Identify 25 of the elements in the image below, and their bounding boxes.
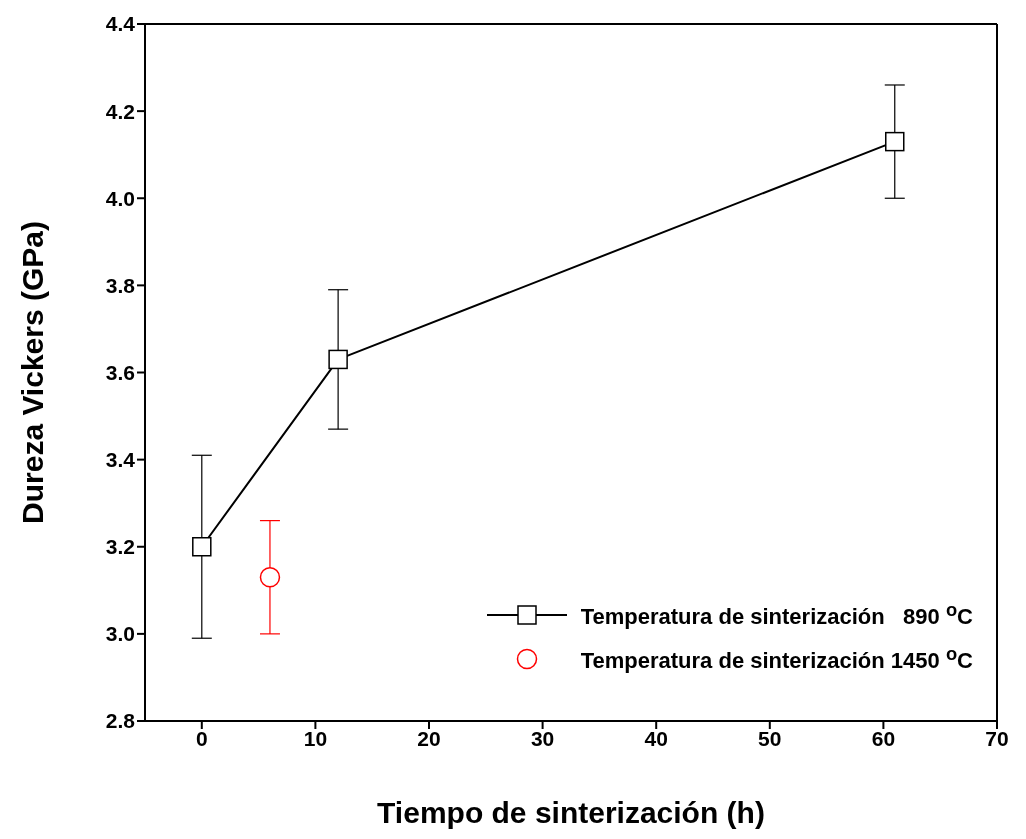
x-tick-label: 20 bbox=[417, 726, 441, 750]
point bbox=[192, 537, 212, 557]
y-tick-label: 4.0 bbox=[105, 186, 135, 210]
point bbox=[259, 566, 281, 588]
x-tick-label: 60 bbox=[871, 726, 896, 750]
y-tick-label: 3.4 bbox=[105, 448, 136, 472]
x-tick-label: 30 bbox=[530, 726, 555, 750]
y-tick-label: 3.8 bbox=[105, 273, 136, 297]
y-tick-label: 3.0 bbox=[105, 622, 135, 646]
y-tick-label: 4.2 bbox=[105, 99, 135, 123]
y-tick-label: 2.8 bbox=[105, 709, 136, 733]
x-tick-label: 70 bbox=[985, 726, 1009, 750]
legend-label: Temperatura de sinterización 1450 $^{o}$C bbox=[580, 643, 973, 675]
point bbox=[885, 131, 905, 152]
x-tick-label: 50 bbox=[758, 726, 782, 750]
x-tick-label: 0 bbox=[195, 726, 208, 750]
x-tick-label: 10 bbox=[303, 726, 328, 750]
y-axis-title: Dureza Vickers (GPa) bbox=[15, 221, 49, 524]
point bbox=[328, 349, 348, 370]
y-tick-label: 4.4 bbox=[105, 12, 136, 36]
legend-label: Temperatura de sinterización 890 $^{o}$C bbox=[580, 599, 973, 631]
x-tick-label: 40 bbox=[644, 726, 668, 750]
y-tick-label: 3.2 bbox=[105, 535, 135, 559]
x-axis-title: Tiempo de sinterización (h) bbox=[377, 796, 765, 829]
y-tick-label: 3.6 bbox=[105, 360, 135, 384]
